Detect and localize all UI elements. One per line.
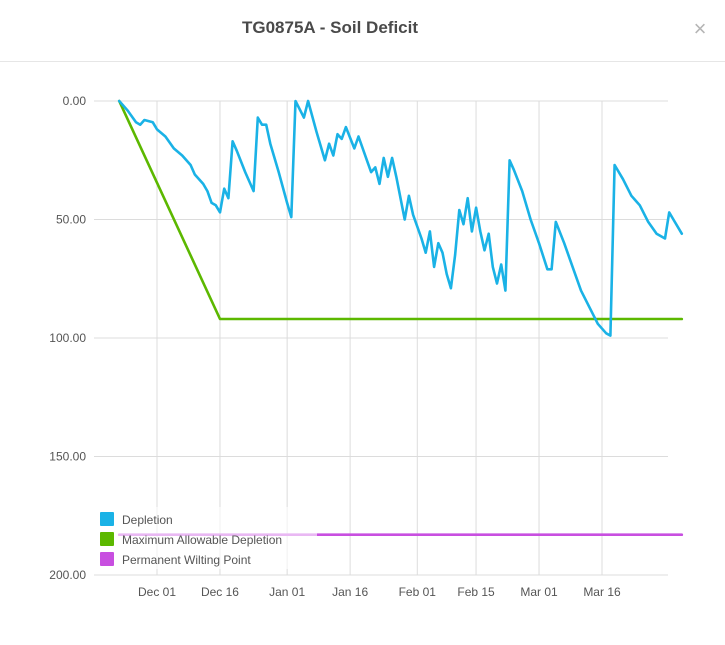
dialog-title: TG0875A - Soil Deficit (241, 18, 419, 37)
x-tick-label: Jan 01 (269, 585, 305, 599)
legend-label: Permanent Wilting Point (122, 553, 251, 567)
chart-canvas: 0.00 50.00 100.00 150.00 200.00 Dec 01 Dec 16 J… (49, 94, 684, 599)
depletion-line (117, 99, 684, 337)
x-tick-label: Feb 01 (399, 585, 437, 599)
x-tick-label: Feb 15 (457, 585, 495, 599)
x-tick-label: Dec 16 (201, 585, 239, 599)
legend-background (95, 507, 317, 569)
legend-label: Maximum Allowable Depletion (122, 533, 282, 547)
x-tick-label: Mar 01 (520, 585, 558, 599)
y-tick-label: 200.00 (49, 568, 86, 582)
y-tick-label: 50.00 (56, 213, 86, 227)
x-tick-label: Jan 16 (332, 585, 368, 599)
maximum-allowable-depletion-line (117, 99, 684, 321)
soil-deficit-chart: 0.00 50.00 100.00 150.00 200.00 Dec 01 Dec 16 J… (0, 63, 725, 640)
legend-swatch (100, 552, 114, 566)
dialog-header: TG0875A - Soil Deficit × (0, 0, 725, 62)
y-tick-label: 100.00 (49, 331, 86, 345)
x-tick-label: Mar 16 (583, 585, 621, 599)
close-icon[interactable]: × (693, 16, 707, 41)
x-tick-label: Dec 01 (138, 585, 176, 599)
legend-swatch (100, 512, 114, 526)
legend-swatch (100, 532, 114, 546)
legend-label: Depletion (122, 513, 173, 527)
y-tick-label: 0.00 (63, 94, 87, 108)
y-tick-label: 150.00 (49, 450, 86, 464)
